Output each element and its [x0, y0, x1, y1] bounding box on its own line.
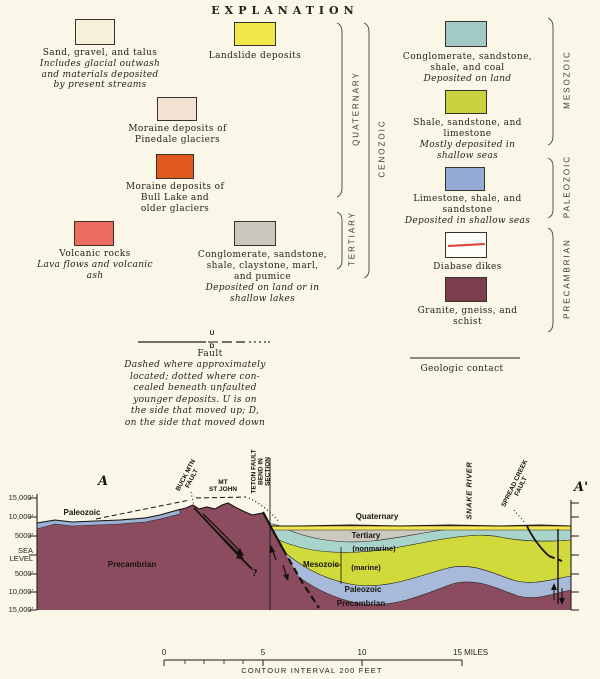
legend-desc: Deposited in shallow seas: [404, 216, 531, 226]
scale-tick-0: 0: [161, 648, 167, 657]
legend-label: Limestone, shale, and sandstone: [413, 194, 522, 215]
swatch-granite-gneiss: [445, 277, 487, 302]
legend-label: Volcanic rocks: [59, 249, 131, 259]
fault-label: Fault: [197, 349, 223, 359]
spread-creek-fault-line: [513, 509, 563, 562]
swatch-tertiary-conglomerate: [234, 221, 276, 246]
legend-label: Shale, sandstone, and limestone: [413, 118, 522, 139]
legend-desc: Deposited on land or in shallow lakes: [205, 283, 320, 304]
swatch-landslide: [234, 22, 276, 46]
elev-sea-level: SEA LEVEL: [9, 546, 33, 563]
legend-desc: Lava flows and volcanic ash: [37, 260, 153, 281]
section-end-a-prime: A': [574, 480, 589, 495]
diabase-dike-line: [447, 243, 485, 247]
swatch-bull-lake-moraine: [156, 154, 194, 179]
swatch-volcanic-rocks: [74, 221, 114, 246]
era-label-paleozoic: PALEOZOIC: [562, 154, 572, 219]
ground-surface: [36, 502, 572, 527]
elev-5000-dn: 5000': [14, 569, 33, 578]
fault-d-label: D: [209, 343, 215, 350]
era-label-precambrian: PRECAMBRIAN: [562, 238, 572, 319]
unit-label-tertiary: Tertiary: [351, 531, 381, 540]
elev-10000-up: 10,000': [8, 512, 33, 521]
bracket-quaternary: [336, 22, 343, 198]
era-brackets: [336, 17, 554, 333]
swatch-shale-sandstone: [445, 90, 487, 114]
unit-label-precambrian-west: Precambrian: [107, 560, 157, 569]
legend-desc: Mostly deposited in shallow seas: [419, 140, 516, 161]
legend-label: Diabase dikes: [433, 262, 502, 272]
fault-question-mark: ?: [252, 569, 258, 579]
swatch-pinedale-moraine: [157, 97, 197, 121]
unit-label-marine: (marine): [351, 563, 381, 572]
era-label-tertiary: TERTIARY: [347, 210, 357, 267]
legend-label: Moraine deposits of Bull Lake and older …: [125, 182, 225, 214]
unit-label-quaternary: Quaternary: [355, 512, 399, 521]
fault-u-label: U: [209, 330, 215, 337]
teton-fault-line: [262, 458, 320, 610]
swatch-mesozoic-conglomerate: [445, 21, 487, 47]
elev-15000-up: 15,000': [8, 493, 33, 502]
bracket-mesozoic: [547, 17, 554, 146]
legend-desc: Deposited on land: [423, 74, 512, 84]
bracket-precambrian: [547, 227, 554, 333]
legend-label: Conglomerate, sandstone, shale, and coal: [402, 52, 533, 73]
scale-bar: [163, 659, 463, 666]
label-snake-river: SNAKE RIVER: [464, 461, 474, 520]
left-axis: [29, 494, 38, 611]
unit-label-precambrian-east: Precambrian: [336, 599, 386, 608]
teton-fault-arrowheads: [269, 545, 289, 581]
buck-fault-arrowheads: [236, 548, 244, 560]
unit-label-mesozoic: Mesozoic: [302, 560, 339, 569]
right-axis: [570, 500, 579, 611]
legend-label: Sand, gravel, and talus: [42, 48, 158, 58]
legend-label: Landslide deposits: [208, 51, 302, 61]
cross-section: [29, 458, 579, 611]
swatch-sand-gravel-talus: [75, 19, 115, 45]
contact-label: Geologic contact: [420, 364, 504, 374]
era-label-quaternary: QUATERNARY: [351, 71, 361, 146]
bracket-cenozoic: [363, 22, 370, 279]
legend-label: Conglomerate, sandstone, shale, clayston…: [197, 250, 328, 282]
unit-label-nonmarine: (nonmarine): [352, 544, 396, 553]
scale-tick-15-miles: 15 MILES: [453, 648, 489, 657]
scale-tick-10: 10: [357, 648, 367, 657]
projection-lines: [95, 496, 280, 523]
label-mt-st-john: MT ST JOHN: [208, 479, 238, 493]
elev-15000-dn: 15,000': [8, 605, 33, 614]
era-label-mesozoic: MESOZOIC: [562, 50, 572, 109]
era-label-cenozoic: CENOZOIC: [377, 119, 387, 178]
label-teton-fault: TETON FAULT BEND IN SECTION: [250, 449, 272, 494]
bracket-tertiary: [336, 211, 343, 270]
contour-interval-caption: CONTOUR INTERVAL 200 FEET: [241, 666, 383, 675]
unit-label-paleozoic-west: Paleozoic: [63, 508, 101, 517]
legend-desc: Includes glacial outwash and materials d…: [39, 59, 161, 90]
unit-label-paleozoic-east: Paleozoic: [344, 585, 382, 594]
elev-10000-dn: 10,000': [8, 587, 33, 596]
east-fault-arrowheads: [551, 583, 565, 605]
elev-5000-up: 5000': [14, 531, 33, 540]
legend-label: Granite, gneiss, and schist: [417, 306, 518, 327]
sheet-title: EXPLANATION: [211, 4, 359, 17]
scale-tick-5: 5: [260, 648, 266, 657]
swatch-limestone-shale: [445, 167, 485, 191]
fault-description: Dashed where approximately located; dott…: [124, 360, 266, 428]
swatch-diabase-dikes: [445, 232, 487, 258]
mesozoic-section-bracket: [336, 547, 342, 584]
section-end-a: A: [98, 474, 109, 489]
fault-symbol: [138, 341, 270, 343]
legend-label: Moraine deposits of Pinedale glaciers: [128, 124, 227, 145]
bracket-paleozoic: [547, 157, 554, 219]
